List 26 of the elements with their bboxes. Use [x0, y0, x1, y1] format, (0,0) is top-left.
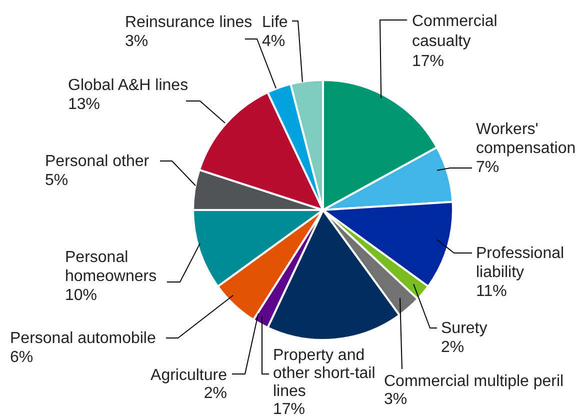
slice-label: Property and other short-tail lines — [273, 347, 376, 400]
data-label: 2% — [204, 385, 227, 402]
slice-label: Global A&H lines — [68, 77, 188, 94]
data-label: 5% — [45, 172, 68, 189]
data-label: 13% — [68, 96, 100, 113]
slice-label: Reinsurance lines — [125, 14, 252, 31]
data-label: 17% — [412, 53, 444, 70]
slice-label: Personal automobile — [10, 330, 156, 347]
slice-label: Professional liability — [476, 245, 564, 281]
data-label: 3% — [384, 391, 408, 408]
slice-label: Workers' compensation — [476, 121, 576, 157]
slice-label: Life — [262, 14, 288, 31]
data-label: 2% — [441, 339, 464, 356]
data-label: 11% — [476, 283, 507, 300]
data-label: 10% — [65, 287, 98, 304]
data-label: 17% — [273, 401, 306, 418]
data-label: 6% — [10, 349, 34, 366]
slice-label: Agriculture — [150, 367, 228, 384]
data-label: 3% — [125, 33, 148, 50]
data-label: 4% — [262, 33, 286, 50]
slice-label: Surety — [441, 320, 488, 337]
slice-label: Personal other — [45, 153, 150, 170]
data-label: 7% — [476, 159, 500, 176]
slice-label: Commercial multiple peril — [384, 373, 564, 390]
slice-label: Commercial casualty — [412, 13, 498, 50]
slice-label: Personal homeowners — [65, 249, 157, 285]
